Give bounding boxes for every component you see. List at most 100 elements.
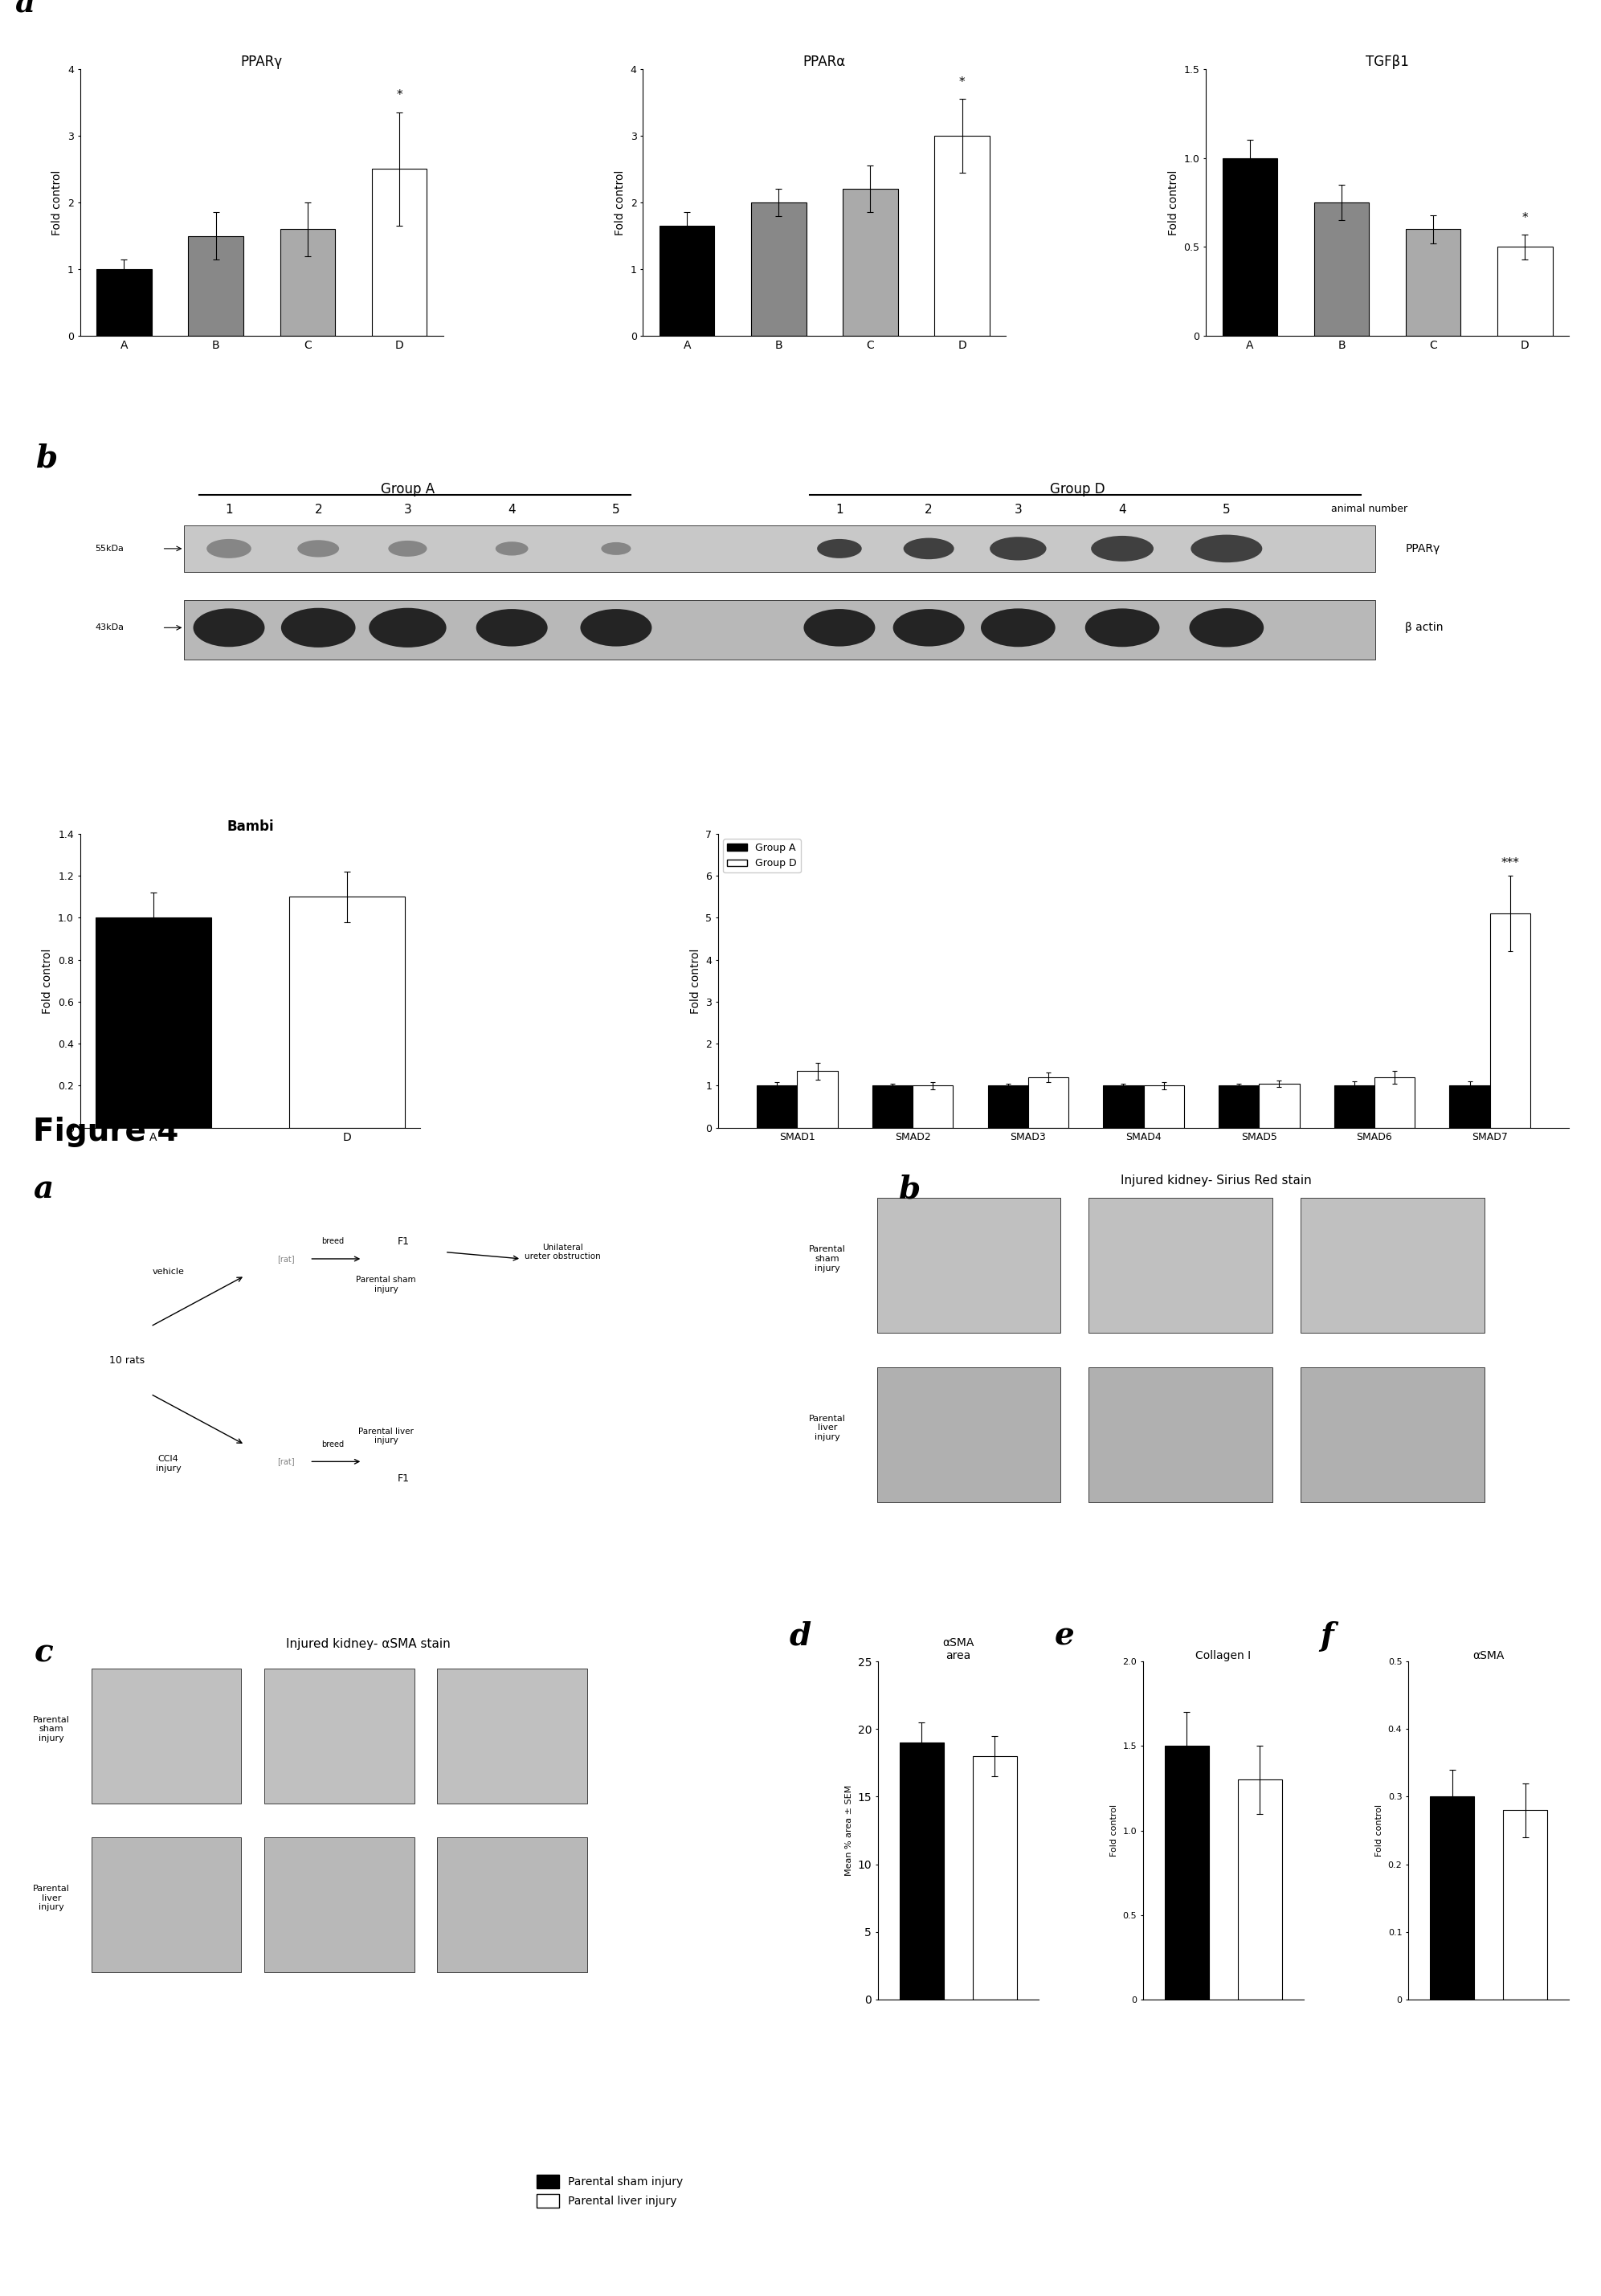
Y-axis label: Fold control: Fold control [51,170,62,234]
Text: Injured kidney- Sirius Red stain: Injured kidney- Sirius Red stain [1121,1173,1311,1187]
Ellipse shape [475,608,548,647]
Bar [935,135,989,335]
Text: CCl4
injury: CCl4 injury [155,1456,181,1472]
Ellipse shape [495,542,528,556]
Ellipse shape [1090,535,1154,563]
Bar [877,1199,1060,1334]
Ellipse shape [1085,608,1159,647]
Text: *: * [959,76,965,87]
Bar [91,1669,242,1802]
Bar [1222,158,1278,335]
Ellipse shape [298,540,339,558]
Ellipse shape [282,608,355,647]
Y-axis label: Fold control: Fold control [42,948,53,1013]
Y-axis label: Fold control: Fold control [1375,1805,1383,1857]
Ellipse shape [1191,535,1262,563]
Text: 2: 2 [314,503,322,517]
Bar [913,1086,953,1127]
Bar [1449,1086,1491,1127]
Legend: Group A, Group D: Group A, Group D [724,838,800,872]
Ellipse shape [207,540,251,558]
Bar [437,1669,588,1802]
Text: Group A: Group A [381,482,434,496]
Text: breed: breed [322,1238,344,1244]
Ellipse shape [600,542,631,556]
Text: Parental liver
injury: Parental liver injury [359,1428,413,1444]
Title: Collagen I: Collagen I [1196,1651,1250,1662]
Bar [1374,1077,1415,1127]
Text: Parental sham
injury: Parental sham injury [355,1277,416,1293]
Bar [1258,1084,1300,1127]
Text: 55kDa: 55kDa [94,544,123,553]
Ellipse shape [389,540,427,556]
Text: *: * [1523,211,1527,223]
Bar [900,1743,943,2000]
Text: b: b [35,443,58,473]
Text: 43kDa: 43kDa [94,625,123,631]
Title: Bambi: Bambi [227,820,274,833]
Bar [1300,1366,1484,1502]
Bar [1491,914,1531,1127]
Bar [1166,1745,1209,2000]
Ellipse shape [1190,608,1263,647]
Bar [1218,1086,1258,1127]
Bar [280,230,335,335]
Text: 5: 5 [612,503,620,517]
Text: a: a [14,0,35,18]
Y-axis label: Fold control: Fold control [1109,1805,1117,1857]
Y-axis label: Fold control: Fold control [1167,170,1180,234]
Legend: Parental sham injury, Parental liver injury: Parental sham injury, Parental liver inj… [532,2170,687,2211]
Bar [96,269,152,335]
Y-axis label: Fold control: Fold control [615,170,626,234]
Text: d: d [789,1621,812,1651]
Title: αSMA: αSMA [1473,1651,1505,1662]
Bar [1089,1366,1273,1502]
Text: 10 rats: 10 rats [109,1355,144,1366]
Ellipse shape [194,608,264,647]
Bar [264,1669,415,1802]
Text: vehicle: vehicle [152,1267,184,1277]
Bar [660,225,714,335]
Title: TGFβ1: TGFβ1 [1366,55,1409,69]
Text: Parental
liver
injury: Parental liver injury [809,1414,845,1442]
Bar [797,1070,837,1127]
Title: PPARγ: PPARγ [240,55,282,69]
Bar [1028,1077,1068,1127]
Bar [1430,1798,1475,2000]
Bar [1503,1809,1547,2000]
Bar [371,170,427,335]
Text: [rat]: [rat] [277,1256,295,1263]
Bar [1238,1779,1282,2000]
Bar [96,918,211,1127]
Text: e: e [1055,1621,1074,1651]
Text: 4: 4 [508,503,516,517]
Text: Parental
sham
injury: Parental sham injury [809,1244,845,1272]
Text: Group D: Group D [1050,482,1105,496]
Text: Injured kidney- αSMA stain: Injured kidney- αSMA stain [287,1637,450,1651]
Text: F1: F1 [397,1238,410,1247]
Bar [757,1086,797,1127]
Ellipse shape [893,608,964,647]
Bar [873,1086,913,1127]
Text: [rat]: [rat] [277,1458,295,1465]
Text: 1: 1 [226,503,232,517]
Bar [91,1837,242,1972]
Title: αSMA
area: αSMA area [943,1637,973,1662]
Y-axis label: Fold control: Fold control [690,948,701,1013]
Bar [184,599,1375,659]
Text: F1: F1 [397,1474,410,1483]
Ellipse shape [368,608,447,647]
Y-axis label: Mean % area ± SEM: Mean % area ± SEM [845,1784,853,1876]
Bar [1103,1086,1143,1127]
Bar [1089,1199,1273,1334]
Text: c: c [34,1637,53,1669]
Text: Parental
sham
injury: Parental sham injury [34,1715,70,1743]
Text: Unilateral
ureter obstruction: Unilateral ureter obstruction [525,1244,600,1261]
Bar [877,1366,1060,1502]
Text: 2: 2 [925,503,933,517]
Text: 4: 4 [1119,503,1126,517]
Ellipse shape [804,608,876,647]
Bar [264,1837,415,1972]
Bar [751,202,807,335]
Text: animal number: animal number [1330,503,1407,514]
